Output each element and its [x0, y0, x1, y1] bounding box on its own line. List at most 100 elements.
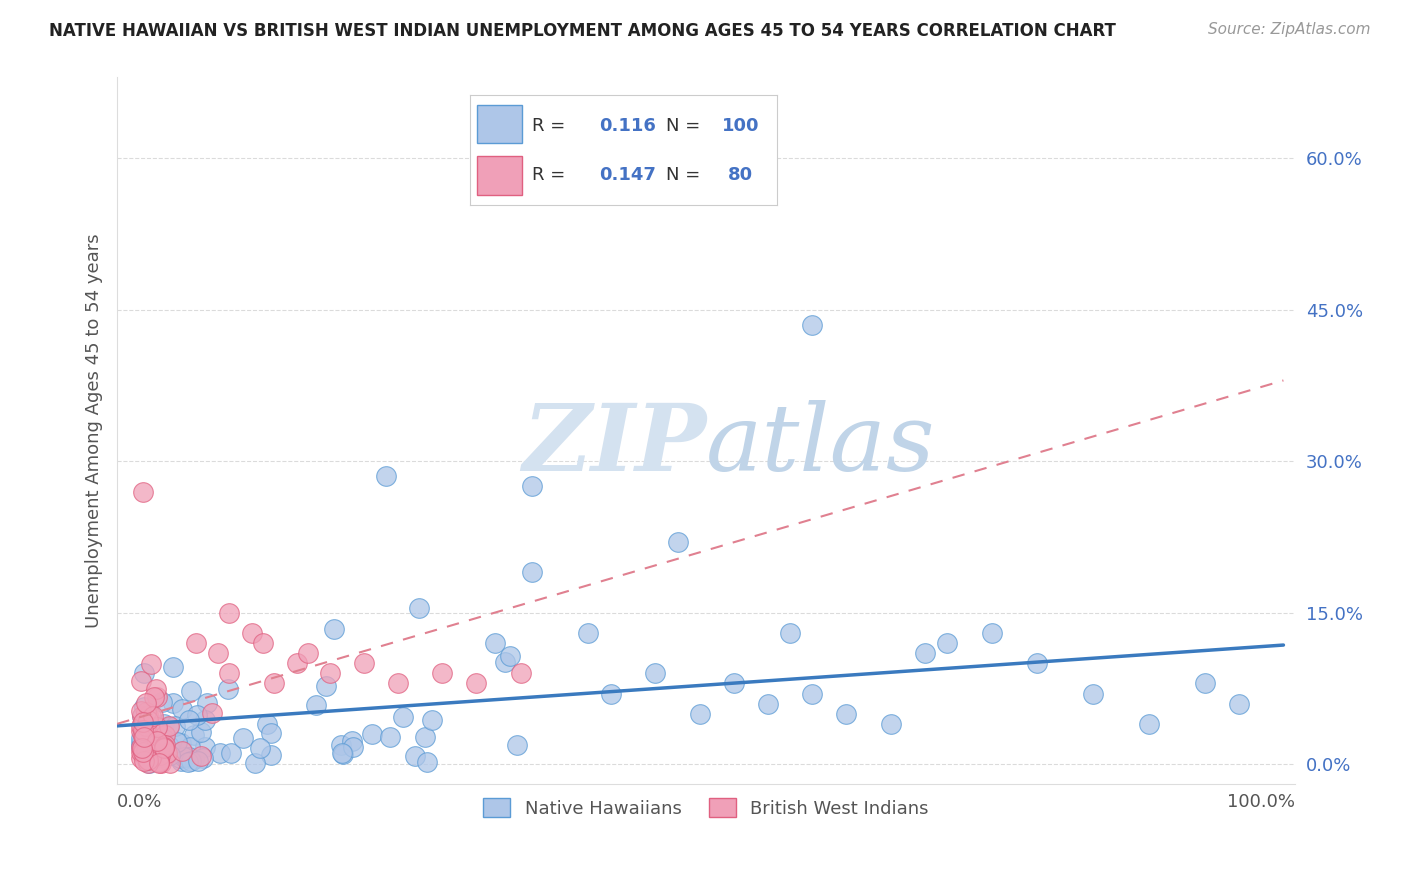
Point [1227, 697, 1250, 711]
Point [232, 731, 254, 745]
Point [186, 708, 208, 723]
Point [190, 725, 212, 739]
Point [170, 702, 193, 716]
Point [520, 479, 543, 493]
Point [263, 676, 285, 690]
Point [190, 749, 212, 764]
Point [139, 657, 162, 672]
Point [129, 724, 152, 739]
Point [599, 687, 621, 701]
Point [155, 747, 177, 762]
Point [135, 696, 157, 710]
Point [136, 707, 159, 722]
Point [157, 720, 180, 734]
Point [1194, 676, 1216, 690]
Point [179, 739, 201, 754]
Point [201, 706, 224, 720]
Point [155, 727, 177, 741]
Point [131, 741, 153, 756]
Point [187, 754, 209, 768]
Point [135, 705, 157, 719]
Point [375, 469, 398, 483]
Point [146, 690, 169, 704]
Point [139, 709, 162, 723]
Point [156, 747, 179, 761]
Point [801, 318, 824, 332]
Point [135, 718, 157, 732]
Point [319, 666, 342, 681]
Y-axis label: Unemployment Among Ages 45 to 54 years: Unemployment Among Ages 45 to 54 years [86, 234, 103, 628]
Point [332, 747, 354, 762]
Point [980, 626, 1002, 640]
Point [165, 745, 187, 759]
Point [129, 745, 152, 759]
Point [132, 730, 155, 744]
Point [184, 636, 207, 650]
Point [135, 753, 157, 767]
Point [340, 734, 363, 748]
Point [135, 741, 157, 756]
Point [129, 674, 152, 689]
Point [136, 753, 159, 767]
Point [156, 746, 179, 760]
Point [342, 739, 364, 754]
Point [644, 666, 666, 681]
Point [153, 748, 176, 763]
Point [361, 727, 384, 741]
Point [149, 756, 172, 770]
Point [132, 715, 155, 730]
Point [141, 724, 163, 739]
Point [152, 739, 174, 754]
Point [143, 690, 166, 704]
Point [129, 739, 152, 754]
Point [129, 740, 152, 755]
Point [149, 737, 172, 751]
Point [148, 756, 170, 771]
Point [779, 626, 801, 640]
Point [142, 708, 165, 723]
Point [142, 731, 165, 746]
Point [835, 706, 858, 721]
Point [1025, 657, 1047, 671]
Point [131, 744, 153, 758]
Point [217, 681, 239, 696]
Point [136, 751, 159, 765]
Point [157, 739, 180, 753]
Point [180, 683, 202, 698]
Point [183, 728, 205, 742]
Point [131, 741, 153, 756]
Text: ZIP: ZIP [522, 401, 706, 490]
Point [166, 735, 188, 749]
Point [132, 723, 155, 737]
Point [183, 752, 205, 766]
Point [259, 747, 281, 762]
Point [323, 622, 346, 636]
Point [221, 746, 243, 760]
Point [129, 731, 152, 745]
Point [330, 746, 353, 760]
Point [132, 665, 155, 680]
Point [408, 601, 430, 615]
Point [880, 716, 903, 731]
Point [146, 734, 169, 748]
Point [132, 699, 155, 714]
Point [159, 748, 181, 763]
Point [132, 745, 155, 759]
Point [153, 750, 176, 764]
Point [689, 706, 711, 721]
Point [138, 756, 160, 771]
Point [153, 738, 176, 752]
Point [148, 754, 170, 768]
Point [170, 754, 193, 768]
Point [329, 738, 352, 752]
Point [136, 756, 159, 771]
Point [139, 751, 162, 765]
Point [177, 755, 200, 769]
Point [135, 711, 157, 725]
Point [413, 730, 436, 744]
Text: NATIVE HAWAIIAN VS BRITISH WEST INDIAN UNEMPLOYMENT AMONG AGES 45 TO 54 YEARS CO: NATIVE HAWAIIAN VS BRITISH WEST INDIAN U… [49, 22, 1116, 40]
Point [149, 748, 172, 763]
Point [179, 750, 201, 764]
Point [432, 666, 454, 681]
Point [285, 657, 308, 671]
